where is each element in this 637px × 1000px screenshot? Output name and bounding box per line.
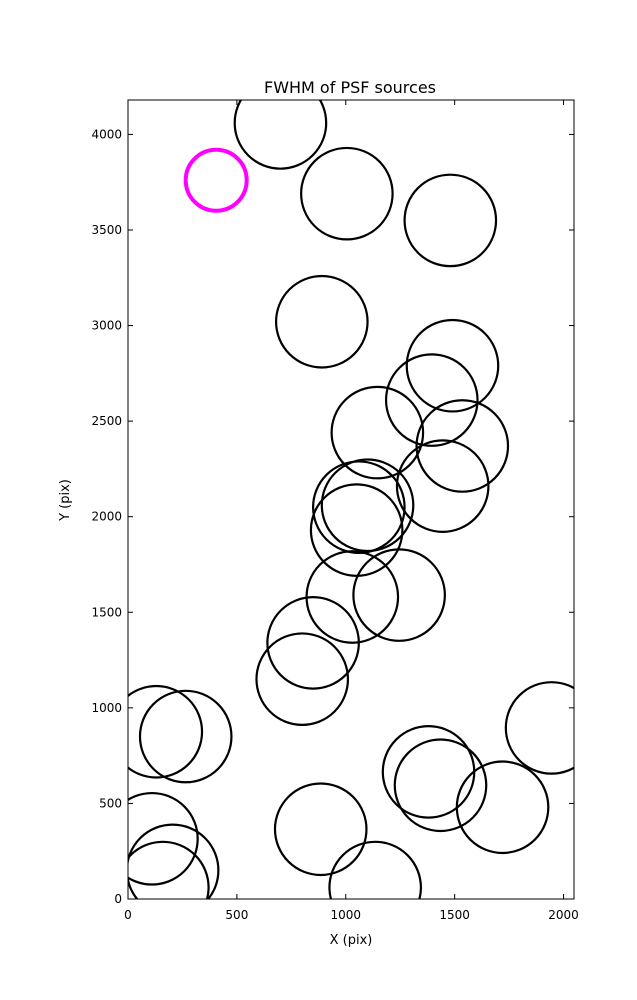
y-axis-label: Y (pix) xyxy=(58,479,73,522)
source-circle xyxy=(328,840,422,899)
source-circle xyxy=(309,483,404,577)
source-circle xyxy=(415,399,510,493)
axis-ticks: 0 500 1000 1500 2000 0 500 1000 1500 2000 2500 3000… xyxy=(91,100,579,922)
source-circle xyxy=(393,738,488,833)
y-tick-label: 500 xyxy=(99,796,122,810)
y-tick-label: 4000 xyxy=(91,127,122,141)
chart-title: FWHM of PSF sources xyxy=(264,78,436,97)
source-circle xyxy=(128,840,210,899)
x-tick-label: 1500 xyxy=(439,908,470,922)
x-tick-label: 0 xyxy=(124,908,132,922)
y-tick-label: 0 xyxy=(114,892,122,906)
y-tick-label: 2000 xyxy=(91,510,122,524)
source-circle xyxy=(352,548,446,642)
x-tick-label: 2000 xyxy=(548,908,579,922)
source-circle xyxy=(138,689,233,784)
source-circle xyxy=(504,681,574,775)
source-circle xyxy=(403,173,498,268)
highlighted-source-circle xyxy=(183,147,249,213)
source-circle xyxy=(128,823,220,899)
source-circle xyxy=(455,760,550,855)
source-circle xyxy=(300,146,394,241)
source-circle xyxy=(395,439,490,533)
source-circle xyxy=(128,791,199,886)
x-axis-label: X (pix) xyxy=(330,933,373,948)
source-circle xyxy=(274,274,369,369)
x-tick-label: 500 xyxy=(225,908,248,922)
source-circle xyxy=(233,100,328,170)
source-circle xyxy=(255,632,350,727)
source-circle xyxy=(384,353,479,447)
y-tick-label: 3000 xyxy=(91,319,122,333)
y-tick-label: 3500 xyxy=(91,223,122,237)
source-circle xyxy=(273,782,368,877)
y-tick-label: 1500 xyxy=(91,605,122,619)
source-circle xyxy=(405,318,500,413)
sources-layer xyxy=(128,100,574,899)
y-tick-label: 2500 xyxy=(91,414,122,428)
source-circle xyxy=(128,684,204,779)
source-circle xyxy=(266,596,360,690)
source-circle xyxy=(330,385,425,480)
x-tick-label: 1000 xyxy=(331,908,362,922)
source-circle xyxy=(312,460,406,554)
source-circle xyxy=(320,458,415,553)
plot-area xyxy=(127,99,575,900)
y-tick-label: 1000 xyxy=(91,701,122,715)
